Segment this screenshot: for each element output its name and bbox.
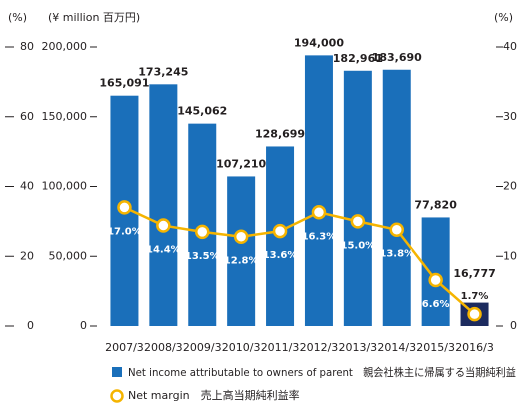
bar xyxy=(304,55,333,327)
y3-unit: (%) xyxy=(8,11,27,24)
y-unit: (¥ million 百万円) xyxy=(48,11,140,24)
point-label: 13.8% xyxy=(379,249,414,260)
point xyxy=(350,214,366,229)
bar xyxy=(421,217,450,326)
y3-tick-label: 80 xyxy=(20,40,34,53)
point-label: 13.6% xyxy=(263,250,298,261)
point xyxy=(428,272,443,288)
x-tick-label: 2014/3 xyxy=(377,341,416,354)
bar-value-label: 182,961 xyxy=(333,52,383,65)
bar-value-label: 77,820 xyxy=(414,198,457,211)
y3-tick-label: 20 xyxy=(20,249,34,262)
bar-value-label: 107,210 xyxy=(216,157,266,170)
point xyxy=(389,222,404,237)
x-tick-label: 2013/3 xyxy=(338,341,377,354)
x-tick-label: 2012/3 xyxy=(300,341,339,354)
bar-value-label: 145,062 xyxy=(177,105,227,118)
point-label: 1.7% xyxy=(461,291,489,302)
point xyxy=(311,205,327,220)
point xyxy=(233,229,249,244)
line xyxy=(123,206,476,316)
y2-unit: (%) xyxy=(494,11,513,24)
point-label: 16.3% xyxy=(302,231,337,242)
x-tick-label: 2015/3 xyxy=(416,341,455,354)
point-label: 15.0% xyxy=(340,240,375,251)
legend-swatch xyxy=(112,367,122,377)
point-label: 6.6% xyxy=(422,299,450,310)
x-tick-label: 2011/3 xyxy=(261,341,300,354)
y2-tick-label: 40 xyxy=(503,40,517,53)
y-tick-label: 50,000 xyxy=(49,249,88,262)
point xyxy=(156,218,171,233)
bar-value-label: 173,245 xyxy=(138,65,188,78)
y-tick-label: 150,000 xyxy=(42,110,88,123)
point xyxy=(195,224,210,240)
legend-label: Net margin 売上高当期純利益率 xyxy=(128,388,300,402)
y2-tick-label: 10 xyxy=(503,249,517,262)
x-tick-label: 2007/3 xyxy=(105,341,144,354)
point-label: 17.0% xyxy=(107,226,142,237)
point xyxy=(272,223,288,239)
x-tick-label: 2008/3 xyxy=(144,341,183,354)
legend-swatch xyxy=(110,389,124,403)
bar-value-label: 165,091 xyxy=(99,77,149,90)
point xyxy=(467,306,482,322)
y2-tick-label: 30 xyxy=(503,110,517,123)
x-tick-label: 2016/3 xyxy=(455,341,494,354)
y3-tick-label: 0 xyxy=(27,319,34,332)
y-tick-label: 200,000 xyxy=(42,40,88,53)
y3-tick-label: 40 xyxy=(20,180,34,193)
x-tick-label: 2010/3 xyxy=(222,341,261,354)
y2-tick-label: 20 xyxy=(503,180,517,193)
bar xyxy=(227,176,256,326)
x-tick-label: 2009/3 xyxy=(183,341,222,354)
legend-label: Net income attributable to owners of par… xyxy=(128,365,516,379)
point xyxy=(117,200,132,215)
y2-tick-label: 0 xyxy=(510,319,517,332)
bar xyxy=(343,70,372,326)
bar xyxy=(382,69,411,327)
bar-value-label: 194,000 xyxy=(294,36,344,49)
point-label: 12.8% xyxy=(224,256,259,267)
bar-value-label: 183,690 xyxy=(372,51,422,64)
point-label: 14.4% xyxy=(146,245,181,256)
y-tick-label: 100,000 xyxy=(42,180,88,193)
bar xyxy=(149,84,178,326)
point-label: 13.5% xyxy=(185,251,220,262)
bar-value-label: 16,777 xyxy=(453,267,495,280)
y3-tick-label: 60 xyxy=(20,110,34,123)
bar-value-label: 128,699 xyxy=(255,127,305,140)
y-tick-label: 0 xyxy=(80,319,87,332)
